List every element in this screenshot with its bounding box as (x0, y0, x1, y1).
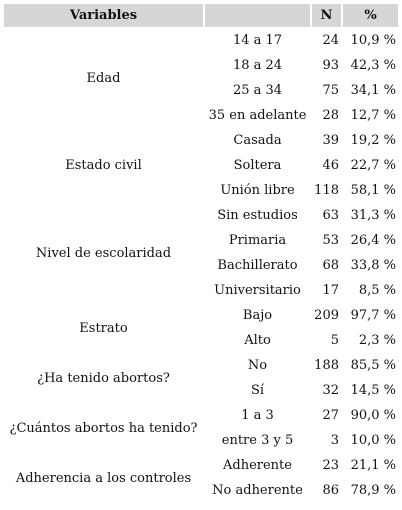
variable-label: Adherencia a los controles (15, 470, 192, 486)
table-row: ¿Ha tenido abortos? No 188 85,5 % (4, 354, 398, 386)
percent-cell: 12,7 % (350, 108, 396, 123)
category-cell: Sin estudios (217, 208, 298, 223)
table-body: Edad 14 a 17 24 10,9 % 18 a 24 93 42,3 % 25 a 3… (4, 29, 398, 502)
table-row: Estrato Bajo 209 97,7 % (4, 304, 398, 336)
category-cell: Bachillerato (217, 258, 298, 273)
n-cell: 23 (322, 458, 339, 473)
category-cell: 18 a 24 (232, 58, 283, 73)
table-row: Sí 32 14,5 % (4, 379, 398, 402)
table-row: ¿Cuántos abortos ha tenido? 1 a 3 27 90,0 % (4, 404, 398, 436)
n-cell: 53 (322, 233, 339, 248)
n-cell: 63 (322, 208, 339, 223)
header-n: N (312, 4, 341, 27)
table-row: Edad 14 a 17 24 10,9 % (4, 29, 398, 86)
n-cell: 28 (322, 108, 339, 123)
table-row: Adherencia a los controles Adherente 23 21,… (4, 454, 398, 486)
header-category (205, 4, 310, 27)
n-cell: 93 (322, 58, 339, 73)
category-cell: Universitario (214, 283, 301, 298)
category-cell: Bajo (242, 308, 273, 323)
category-cell: No adherente (212, 483, 303, 498)
table-row: Primaria 53 26,4 % (4, 229, 398, 252)
variable-label: Estrato (79, 320, 128, 336)
percent-cell: 26,4 % (350, 233, 396, 248)
percent-cell: 85,5 % (350, 358, 396, 373)
percent-cell: 19,2 % (350, 133, 396, 148)
percent-cell: 58,1 % (350, 183, 396, 198)
table-row: Nivel de escolaridad Sin estudios 63 31,3 % (4, 204, 398, 261)
category-cell: Adherente (223, 458, 292, 473)
percent-cell: 2,3 % (358, 333, 396, 348)
table-row: entre 3 y 5 3 10,0 % (4, 429, 398, 452)
category-cell: 1 a 3 (241, 408, 274, 423)
category-cell: Alto (244, 333, 271, 348)
table-row: Bachillerato 68 33,8 % (4, 254, 398, 277)
table-row: 25 a 34 75 34,1 % (4, 79, 398, 102)
n-cell: 32 (322, 383, 339, 398)
table-row: Estado civil Casada 39 19,2 % (4, 129, 398, 173)
n-cell: 118 (314, 183, 339, 198)
percent-cell: 42,3 % (350, 58, 396, 73)
n-cell: 188 (314, 358, 339, 373)
variables-table: Variables N % Edad 14 a 17 24 10,9 % 18 a 24… (2, 2, 400, 504)
n-cell: 24 (322, 33, 339, 48)
percent-cell: 97,7 % (350, 308, 396, 323)
category-cell: Soltera (233, 158, 282, 173)
category-cell: Sí (250, 383, 265, 398)
percent-cell: 78,9 % (350, 483, 396, 498)
n-cell: 39 (322, 133, 339, 148)
table-row: Soltera 46 22,7 % (4, 154, 398, 177)
table-row: Unión libre 118 58,1 % (4, 179, 398, 202)
n-cell: 209 (314, 308, 339, 323)
category-cell: Casada (233, 133, 282, 148)
variable-label: ¿Cuántos abortos ha tenido? (9, 420, 198, 436)
n-cell: 68 (322, 258, 339, 273)
percent-cell: 33,8 % (350, 258, 396, 273)
n-cell: 75 (322, 83, 339, 98)
n-cell: 86 (322, 483, 339, 498)
percent-cell: 10,0 % (350, 433, 396, 448)
category-cell: Unión libre (220, 183, 295, 198)
variable-label: Edad (86, 70, 121, 86)
category-cell: No (247, 358, 268, 373)
percent-cell: 34,1 % (350, 83, 396, 98)
n-cell: 46 (322, 158, 339, 173)
variable-label: Nivel de escolaridad (35, 245, 172, 261)
variable-label: Estado civil (65, 158, 142, 173)
category-cell: 25 a 34 (232, 83, 283, 98)
category-cell: Primaria (228, 233, 287, 248)
table-row: Universitario 17 8,5 % (4, 279, 398, 302)
n-cell: 17 (322, 283, 339, 298)
category-cell: entre 3 y 5 (221, 433, 294, 448)
percent-cell: 8,5 % (358, 283, 396, 298)
table-row: No adherente 86 78,9 % (4, 479, 398, 502)
percent-cell: 14,5 % (350, 383, 396, 398)
n-cell: 3 (330, 433, 339, 448)
percent-cell: 10,9 % (350, 33, 396, 48)
variable-label: ¿Ha tenido abortos? (37, 370, 170, 386)
header-row: Variables N % (4, 4, 398, 27)
header-percent: % (343, 4, 398, 27)
header-variables: Variables (4, 4, 203, 27)
table-row: 18 a 24 93 42,3 % (4, 54, 398, 77)
percent-cell: 22,7 % (350, 158, 396, 173)
n-cell: 27 (322, 408, 339, 423)
percent-cell: 31,3 % (350, 208, 396, 223)
n-cell: 5 (330, 333, 339, 348)
table-row: Alto 5 2,3 % (4, 329, 398, 352)
percent-cell: 21,1 % (350, 458, 396, 473)
percent-cell: 90,0 % (350, 408, 396, 423)
category-cell: 35 en adelante (208, 108, 307, 123)
category-cell: 14 a 17 (232, 33, 283, 48)
table-row: 35 en adelante 28 12,7 % (4, 104, 398, 127)
